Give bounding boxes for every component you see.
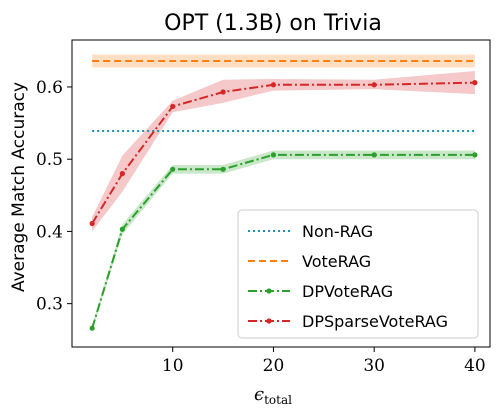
dpsparsevoterag-point [270, 82, 277, 88]
plot-frame [71, 39, 491, 348]
x-tick-label: 40 [464, 356, 486, 376]
legend-label-dpsparsevoterag: DPSparseVoteRAG [302, 312, 448, 331]
y-tick-label: 0.3 [36, 295, 63, 315]
x-axis-label-main: ϵ [254, 384, 264, 405]
legend-label-voterag: VoteRAG [302, 252, 371, 271]
legend-label-dpvoterag: DPVoteRAG [302, 282, 393, 301]
dpvoterag-point [371, 152, 377, 158]
y-tick-label: 0.4 [36, 222, 63, 242]
y-axis-label: Average Match Accuracy [9, 82, 29, 292]
y-tick-label: 0.6 [36, 78, 63, 98]
dpsparsevoterag-band [92, 71, 475, 232]
y-tick-label: 0.5 [36, 150, 63, 170]
legend-marker-dpvoterag [266, 288, 272, 294]
x-axis-label: ϵtotal [254, 384, 292, 407]
legend: Non-RAG VoteRAG DPVoteRAG DPSparseVoteRAG [237, 209, 479, 339]
dpsparsevoterag-point [119, 171, 125, 177]
series-lines [89, 59, 478, 331]
dpvoterag-point [220, 166, 226, 172]
legend-label-non-rag: Non-RAG [302, 222, 373, 241]
dpsparsevoterag-point [472, 80, 478, 86]
dpsparsevoterag-point [89, 220, 95, 227]
dpsparsevoterag-point [220, 89, 226, 95]
dpvoterag-point [119, 226, 125, 232]
x-tick-label: 10 [162, 356, 184, 376]
chart-title: OPT (1.3B) on Trivia [164, 11, 382, 36]
dpvoterag-point [472, 152, 478, 158]
x-tick-label: 30 [363, 356, 385, 376]
legend-marker-dpsparsevoterag [266, 318, 272, 324]
dpsparsevoterag-point [371, 82, 377, 88]
dpvoterag-point [170, 166, 176, 172]
axes: 10 20 30 40 0.3 0.4 0.5 0.6 [36, 39, 491, 376]
dpvoterag-point [270, 152, 277, 158]
dpvoterag-point [89, 325, 95, 331]
legend-box [237, 209, 479, 339]
x-tick-label: 20 [263, 356, 285, 376]
dpsparsevoterag-point [170, 103, 176, 110]
x-axis-label-sub: total [264, 393, 292, 407]
